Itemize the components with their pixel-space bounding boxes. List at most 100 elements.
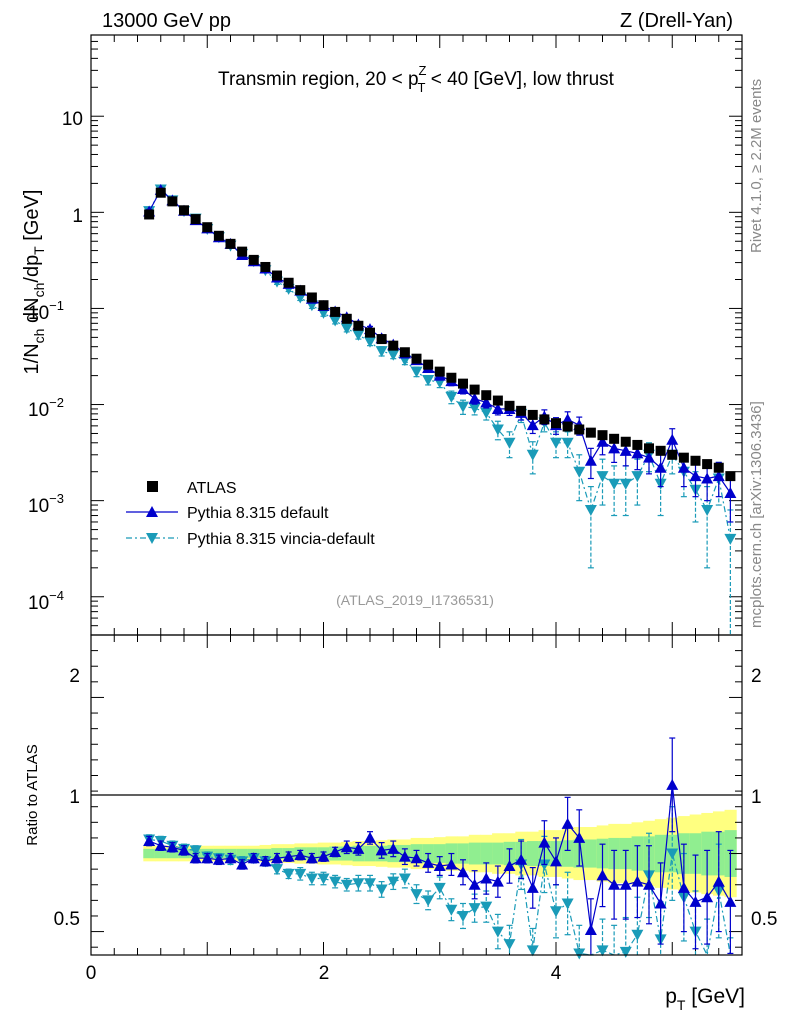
ratio-band-inner [166, 848, 179, 859]
atlas-point [190, 214, 201, 225]
atlas-point [144, 209, 155, 220]
xtick-label-2: 2 [319, 963, 330, 984]
vincia-point [596, 471, 609, 483]
vincia-point [724, 533, 737, 545]
main-y-tick-labels: 10 1 10−1 10−2 10−3 10−4 [28, 109, 83, 614]
atlas-point [539, 414, 550, 425]
vincia-point [468, 403, 481, 415]
ratio-default-point [596, 869, 609, 881]
ratio-vincia-point [305, 873, 318, 885]
ratio-default-point [433, 860, 446, 872]
ratio-ytick-label-2-right: 2 [751, 666, 762, 687]
legend-label-vincia: Pythia 8.315 vincia-default [187, 531, 375, 548]
ratio-vincia-point [271, 864, 283, 876]
ratio-vincia-point [398, 873, 411, 885]
ratio-default-point [305, 852, 318, 864]
atlas-point [202, 222, 213, 233]
ratio-vincia-point [282, 868, 295, 880]
ratio-default-point [526, 881, 539, 893]
atlas-point [713, 462, 724, 473]
ratio-axis-ticks [90, 634, 743, 955]
ratio-default-point [212, 853, 225, 865]
vincia-point [445, 391, 458, 403]
vincia-point [631, 471, 644, 483]
default-point [619, 444, 632, 456]
atlas-point [655, 445, 666, 456]
header-left: 13000 GeV pp [102, 10, 231, 32]
atlas-point [295, 285, 306, 296]
atlas-point [562, 421, 573, 432]
analysis-id: (ATLAS_2019_I1736531) [336, 592, 494, 608]
atlas-point [434, 366, 445, 377]
ytick-label-1e-1: 10−1 [28, 298, 64, 324]
ratio-default-point [480, 872, 493, 884]
default-point [666, 433, 679, 445]
ratio-default-point [550, 855, 562, 867]
ratio-default-point [561, 817, 574, 829]
ratio-default-point [422, 856, 435, 868]
ratio-x-tick-labels: 0 2 4 [86, 963, 562, 984]
ratio-vincia-point [619, 946, 632, 958]
ratio-default-point [538, 836, 551, 848]
ratio-default-point [631, 875, 644, 887]
atlas-point [632, 439, 643, 450]
vincia-point [491, 424, 504, 436]
atlas-point [283, 277, 294, 288]
vincia-point [550, 437, 562, 449]
ratio-vincia-point [491, 926, 504, 938]
ratio-default-point [666, 778, 679, 790]
atlas-point [237, 246, 248, 257]
ratio-y-axis-label: Ratio to ATLAS [24, 744, 41, 845]
default-point [468, 392, 481, 404]
ratio-band-inner [457, 843, 470, 864]
atlas-point [306, 292, 317, 303]
xtick-label-0: 0 [86, 963, 97, 984]
legend-marker-vincia [146, 533, 158, 544]
ratio-default-point [515, 853, 528, 865]
atlas-point [272, 270, 282, 281]
ratio-vincia-point [503, 939, 516, 951]
atlas-point [725, 471, 736, 482]
ratio-default-point [724, 895, 737, 907]
atlas-point [574, 424, 585, 435]
vincia-point [352, 329, 365, 341]
rivet-label: Rivet 4.1.0, ≥ 2.2M events [748, 79, 765, 253]
atlas-point [516, 405, 527, 416]
ratio-default-point [189, 852, 202, 864]
legend-label-default: Pythia 8.315 default [187, 505, 329, 522]
atlas-point [667, 449, 678, 460]
ratio-ytick-label-1-right: 1 [751, 787, 762, 808]
main-data-marks [143, 183, 737, 635]
ratio-vincia-point [561, 898, 574, 910]
ratio-vincia-point [480, 901, 493, 913]
ratio-default-point [689, 895, 702, 907]
atlas-point [167, 196, 178, 207]
default-point [643, 451, 655, 463]
atlas-point [411, 353, 422, 364]
ratio-vincia-point [340, 879, 353, 891]
xtick-label-4: 4 [551, 963, 562, 984]
ratio-default-point [271, 852, 283, 864]
ratio-ytick-label-2: 2 [69, 666, 80, 687]
ratio-vincia-point [189, 845, 202, 857]
default-point [526, 419, 539, 431]
ratio-band-inner [154, 848, 168, 859]
ratio-vincia-point [666, 848, 679, 860]
ratio-y-tick-labels: 2 1 0.5 2 1 0.5 [54, 666, 778, 930]
ratio-ytick-label-0.5-right: 0.5 [751, 909, 777, 930]
vincia-point [422, 375, 435, 387]
atlas-point [341, 313, 352, 324]
ratio-vincia-point [294, 868, 307, 880]
ratio-band-inner [364, 845, 377, 862]
ratio-default-point [282, 850, 295, 862]
default-point [677, 461, 690, 473]
legend-marker-default [146, 506, 158, 517]
vincia-point [608, 478, 621, 490]
ratio-vincia-point [317, 873, 330, 885]
ratio-vincia-point [445, 904, 458, 916]
ratio-vincia-point [375, 884, 388, 896]
atlas-point [469, 384, 480, 395]
default-point [701, 472, 714, 484]
ratio-default-point [166, 841, 179, 853]
ratio-default-point [608, 878, 621, 890]
